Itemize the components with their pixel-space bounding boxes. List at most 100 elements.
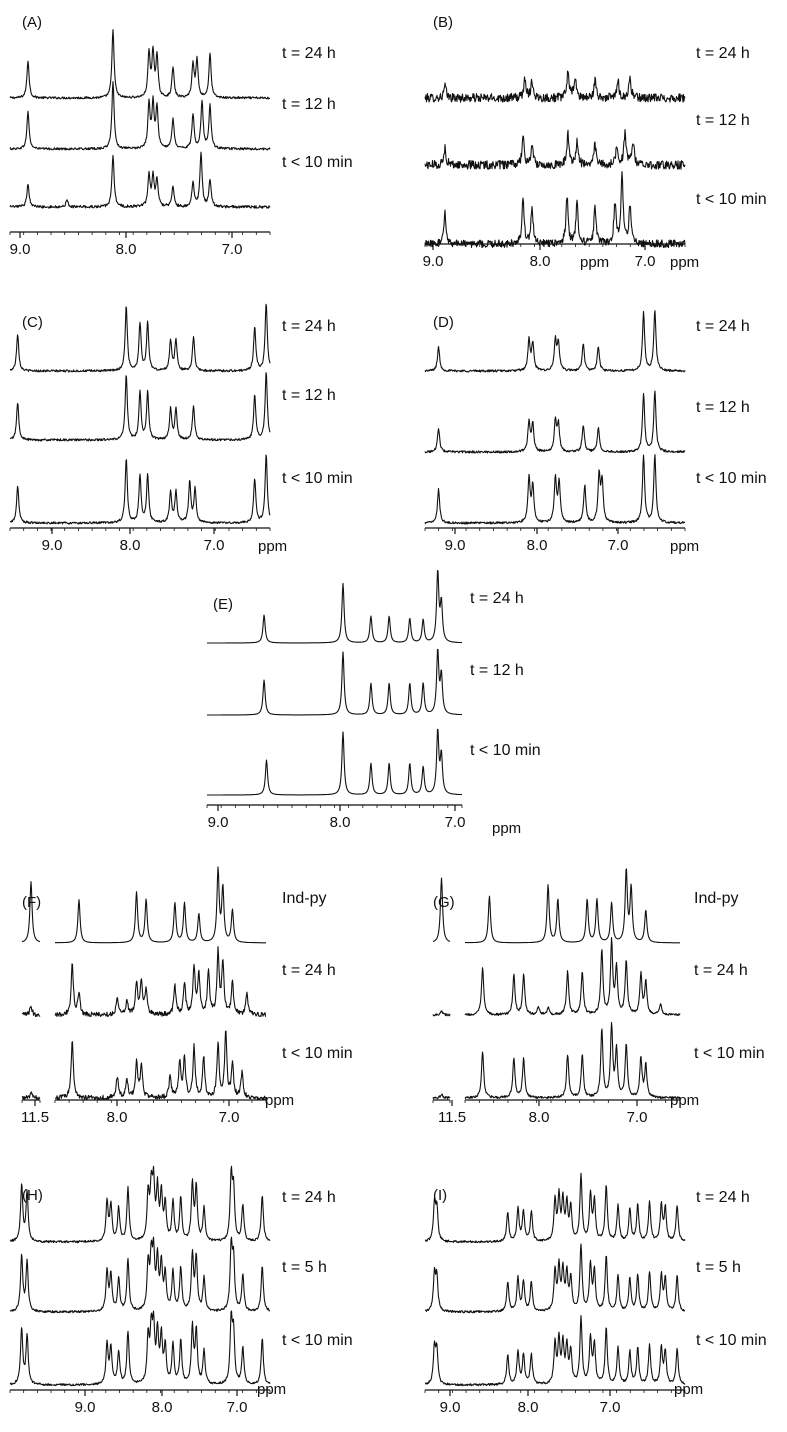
panel-c: (C) 9.0 8.0 7.0 ppm t = 24 h t = 12 h t < 10 mi… (9, 303, 353, 555)
x-axis: 9.0 8.0 7.0 ppm (10, 231, 609, 271)
panel-g: (G) 11.5 8.0 7.0 ppm Ind-py t = 24 h t < 10 min (432, 868, 765, 1126)
spectrum-trace (424, 171, 686, 249)
x-axis: 9.0 8.0 7.0 ppm (423, 243, 699, 271)
x-tick-label: 7.0 (608, 537, 629, 554)
spectrum-trace (9, 81, 271, 151)
x-tick-label: 7.0 (222, 241, 243, 258)
series-label: t = 24 h (282, 45, 336, 62)
series-label: t < 10 min (696, 1332, 767, 1349)
spectrum-trace (432, 937, 681, 1017)
panel-label: (B) (433, 14, 453, 31)
x-tick-label: 7.0 (635, 253, 656, 270)
spectrum-trace (424, 1243, 686, 1314)
series-label: t < 10 min (470, 742, 541, 759)
x-tick-label: 8.0 (107, 1109, 128, 1126)
series-label: t = 24 h (282, 962, 336, 979)
x-tick-label: 11.5 (438, 1109, 466, 1126)
x-axis: 9.0 8.0 7.0 ppm (9, 527, 287, 555)
x-tick-label: 8.0 (116, 241, 137, 258)
x-tick-label: 8.0 (529, 1109, 550, 1126)
series-label: t = 24 h (694, 962, 748, 979)
series-label: t = 24 h (282, 318, 336, 335)
panel-label: (C) (22, 314, 43, 331)
series-label: t = 12 h (696, 399, 750, 416)
x-axis: 11.5 8.0 7.0 ppm (432, 1092, 699, 1126)
spectrum-trace (9, 1236, 271, 1314)
series-label: t = 24 h (470, 590, 524, 607)
panel-label: (H) (22, 1187, 43, 1204)
spectrum-trace (424, 310, 686, 373)
spectrum-trace (9, 372, 271, 442)
x-axis: 9.0 8.0 7.0 ppm (424, 527, 699, 555)
x-tick-label: 7.0 (445, 814, 466, 831)
spectrum-trace (206, 570, 463, 644)
x-axis-unit-label: ppm (670, 1092, 699, 1109)
x-axis-unit-label: ppm (265, 1092, 294, 1109)
x-axis: 11.5 8.0 7.0 ppm (21, 1092, 294, 1126)
x-tick-label: 7.0 (219, 1109, 240, 1126)
x-axis-unit-label: ppm (492, 820, 521, 837)
series-label: t = 12 h (282, 387, 336, 404)
spectrum-trace (21, 866, 267, 944)
x-tick-label: 9.0 (208, 814, 229, 831)
series-label: t = 5 h (282, 1259, 327, 1276)
x-tick-label: 9.0 (75, 1399, 96, 1416)
x-axis-unit-label: ppm (580, 254, 609, 271)
x-tick-label: 9.0 (423, 253, 444, 270)
panel-label: (I) (433, 1187, 447, 1204)
panel-b: (B) 9.0 8.0 7.0 ppm t = 24 h t = 12 h t < 10 mi… (423, 14, 767, 271)
spectrum-trace (21, 1030, 267, 1101)
x-tick-label: 8.0 (330, 814, 351, 831)
spectrum-trace (206, 648, 463, 716)
x-tick-label: 8.0 (152, 1399, 173, 1416)
series-label: t = 24 h (696, 318, 750, 335)
x-axis-unit-label: ppm (670, 538, 699, 555)
x-tick-label: 9.0 (440, 1399, 461, 1416)
panel-label: (G) (433, 894, 455, 911)
spectrum-trace (424, 70, 686, 103)
series-label: t = 24 h (696, 45, 750, 62)
x-tick-label: 9.0 (10, 241, 31, 258)
x-tick-label: 9.0 (445, 537, 466, 554)
series-label: t < 10 min (282, 1332, 353, 1349)
spectrum-trace (432, 1021, 681, 1100)
spectrum-trace (9, 1165, 271, 1244)
x-tick-label: 8.0 (518, 1399, 539, 1416)
spectrum-trace (9, 454, 271, 525)
x-axis-unit-label: ppm (257, 1381, 286, 1398)
series-label: t = 24 h (696, 1189, 750, 1206)
x-tick-label: 11.5 (21, 1109, 49, 1126)
x-tick-label: 8.0 (530, 253, 551, 270)
x-axis: 9.0 8.0 7.0 ppm (9, 1381, 286, 1416)
panel-i: (I) 9.0 8.0 7.0 ppm t = 24 h t = 5 h t < 10 min (424, 1172, 767, 1416)
spectrum-trace (9, 29, 271, 100)
spectrum-trace (424, 128, 686, 170)
spectrum-trace (9, 1310, 271, 1387)
x-tick-label: 7.0 (627, 1109, 648, 1126)
series-label: t = 12 h (696, 112, 750, 129)
panel-e: (E) 9.0 8.0 7.0 ppm t = 24 h t = 12 h t < 10 mi… (206, 570, 541, 837)
series-label: Ind-py (282, 890, 326, 907)
spectrum-trace (21, 946, 267, 1018)
spectrum-trace (9, 151, 271, 209)
x-tick-label: 8.0 (120, 537, 141, 554)
spectrum-trace (424, 390, 686, 454)
spectrum-trace (432, 868, 681, 944)
spectrum-trace (9, 303, 271, 373)
series-label: t < 10 min (282, 470, 353, 487)
panel-d: (D) 9.0 8.0 7.0 ppm t = 24 h t = 12 h t < 10 mi… (424, 310, 767, 555)
spectrum-trace (424, 1172, 686, 1244)
x-tick-label: 7.0 (204, 537, 225, 554)
x-axis: 9.0 8.0 7.0 ppm (424, 1381, 703, 1416)
x-axis-unit-label: ppm (670, 254, 699, 271)
series-label: Ind-py (694, 890, 738, 907)
spectrum-trace (424, 1314, 686, 1387)
x-axis-unit-label: ppm (258, 538, 287, 555)
spectrum-trace (206, 728, 463, 796)
panel-label: (A) (22, 14, 42, 31)
series-label: t < 10 min (696, 191, 767, 208)
x-tick-label: 8.0 (527, 537, 548, 554)
series-label: t = 24 h (282, 1189, 336, 1206)
